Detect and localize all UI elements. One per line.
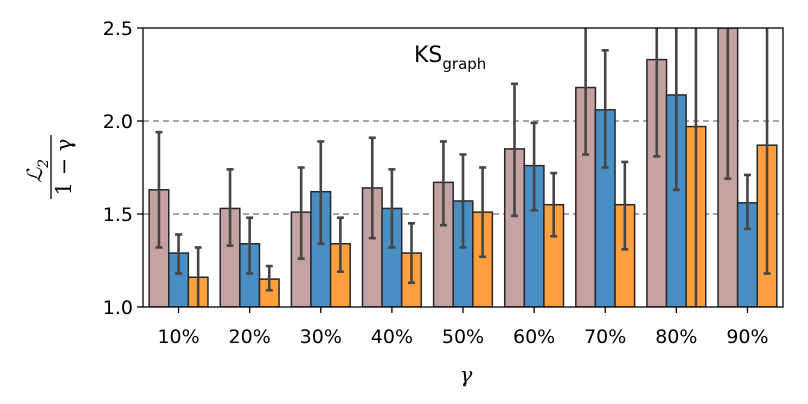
error-bar [388,168,396,249]
y-axis-label-numerator: ℒ2 [23,159,52,183]
y-axis: 1.0 1.5 2.0 2.5 [103,18,143,319]
error-bar [155,130,163,249]
plot-area [143,28,783,307]
error-bar [653,28,661,158]
error-bar [175,233,183,275]
error-bar [550,171,558,238]
error-bar [317,140,325,246]
y-tick-label: 2.5 [103,18,133,40]
x-tick-label: 70% [584,326,626,348]
error-bar [582,28,590,156]
x-tick-label: 50% [442,326,484,348]
y-axis-label-denominator: 1 − γ [52,139,76,196]
error-bar [194,246,202,307]
x-axis-label: γ [460,363,473,387]
error-bar [407,222,415,285]
error-bar [530,121,538,212]
error-bar [479,166,487,259]
error-bar [621,160,629,251]
error-bar [601,49,609,169]
error-bar [459,153,467,249]
error-bar [672,28,680,192]
error-bar [439,140,447,227]
chart-title: KSgraph [414,43,486,73]
x-tick-label: 10% [157,326,199,348]
x-tick-label: 20% [229,326,271,348]
error-bar [265,264,273,292]
error-bar [297,166,305,260]
error-bar [246,216,254,275]
x-tick-label: 30% [300,326,342,348]
x-tick-label: 80% [655,326,697,348]
error-bar [226,168,234,247]
error-bar [336,216,344,273]
error-bar [743,173,751,231]
chart-title-subscript: graph [442,55,486,73]
x-tick-label: 60% [513,326,555,348]
error-bar [763,28,771,275]
error-bar [368,136,376,240]
y-tick-label: 1.0 [103,297,133,319]
error-bar [511,82,519,218]
x-tick-label: 40% [371,326,413,348]
chart-title-main: KS [414,43,442,68]
x-axis: 10% 20% 30% 40% 50% 60% 70% 80% 90% [157,307,769,348]
y-axis-label: ℒ2 1 − γ [23,135,76,199]
y-tick-label: 2.0 [103,111,133,133]
y-tick-label: 1.5 [103,204,133,226]
error-bar [724,28,732,180]
x-tick-label: 90% [726,326,768,348]
